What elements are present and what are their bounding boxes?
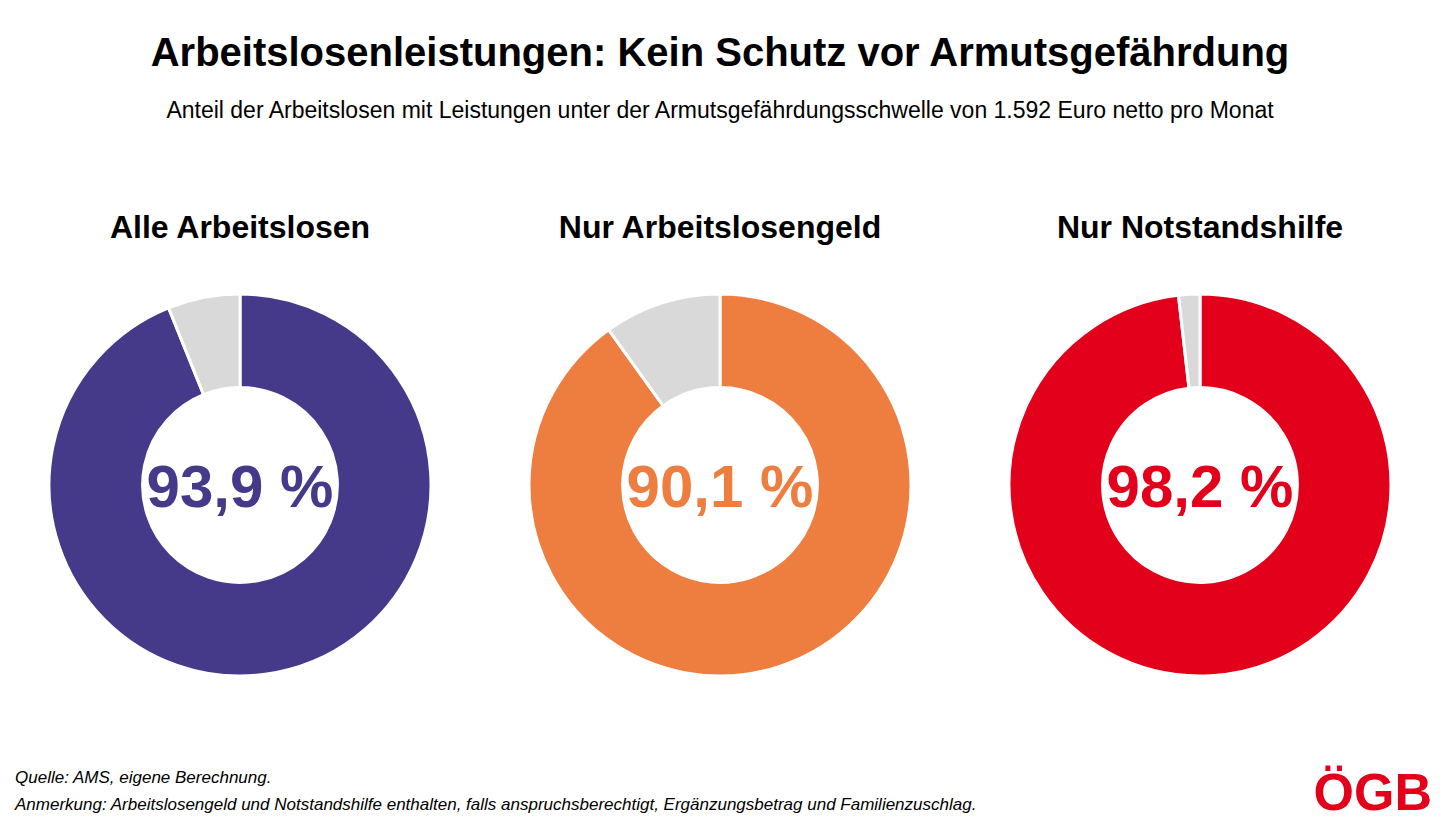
page: Arbeitslosenleistungen: Kein Schutz vor … [0,0,1440,823]
slice [1009,294,1391,676]
slice [529,294,911,676]
chart: Alle Arbeitslosen 93,9 % [49,209,431,676]
data-label: 93,9 % [147,453,334,520]
slice [1178,294,1200,388]
slice [49,294,431,676]
source: Quelle: AMS, eigene Berechnung. [15,768,271,787]
subtitle: Anteil der Arbeitslosen mit Leistungen u… [166,97,1274,123]
slice [609,294,720,406]
logo: ÖGB [1314,763,1432,821]
chart-title: Alle Arbeitslosen [110,209,370,245]
slice [169,294,240,395]
note: Anmerkung: Arbeitslosengeld und Notstand… [14,795,976,814]
chart-title: Nur Arbeitslosengeld [559,209,881,245]
data-label: 90,1 % [627,453,814,520]
chart: Nur Notstandshilfe 98,2 % [1009,209,1391,676]
chart: Nur Arbeitslosengeld 90,1 % [529,209,911,676]
title: Arbeitslosenleistungen: Kein Schutz vor … [151,30,1290,74]
data-label: 98,2 % [1107,453,1294,520]
chart-title: Nur Notstandshilfe [1057,209,1343,245]
